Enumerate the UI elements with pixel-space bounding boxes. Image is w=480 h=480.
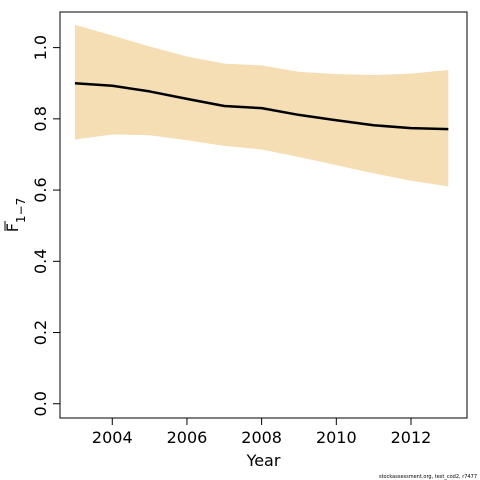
y-tick-label: 0.8: [31, 106, 50, 131]
confidence-band: [74, 24, 449, 187]
y-tick-label: 0.2: [31, 320, 50, 345]
confidence-band-layer: [74, 24, 449, 187]
estimate-line: [74, 81, 449, 131]
estimate-line-layer: [74, 81, 449, 131]
y-axis: 0.0 0.2 0.4 0.6 0.8 1.0: [31, 35, 61, 416]
x-tick-label: 2010: [316, 428, 357, 447]
x-axis: 2004 2006 2008 2010 2012: [92, 417, 432, 447]
footnote: stockassessment.org, test_cod2, r7477: [379, 474, 477, 480]
x-tick-label: 2012: [391, 428, 432, 447]
x-axis-label: Year: [246, 451, 281, 470]
y-tick-label: 0.0: [31, 391, 50, 416]
y-tick-label: 0.6: [31, 177, 50, 202]
x-tick-label: 2006: [167, 428, 208, 447]
y-tick-label: 1.0: [31, 35, 50, 60]
x-tick-label: 2008: [241, 428, 282, 447]
x-tick-label: 2004: [92, 428, 133, 447]
y-axis-label: F1−7: [3, 198, 28, 233]
y-axis-label-subscript: 1−7: [14, 198, 28, 223]
y-axis-label-main: F: [3, 223, 22, 232]
svg-text:F1−7: F1−7: [3, 198, 28, 233]
y-tick-label: 0.4: [31, 249, 50, 274]
